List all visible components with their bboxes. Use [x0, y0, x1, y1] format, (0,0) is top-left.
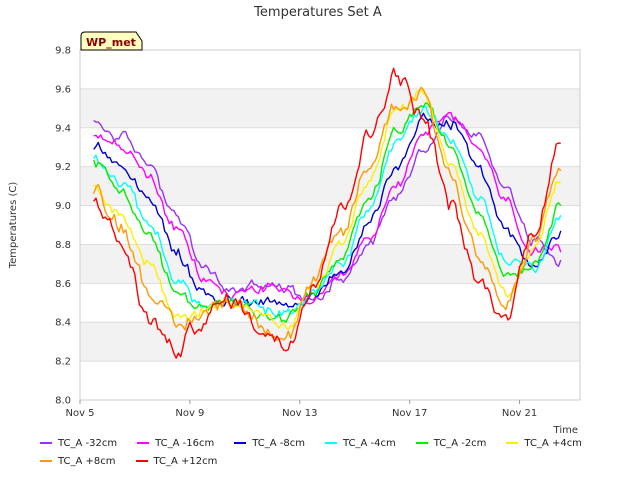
legend-label: TC_A -2cm: [433, 437, 487, 449]
x-tick-label: Nov 21: [502, 408, 537, 419]
legend-swatch: [324, 442, 337, 444]
x-tick-label: Nov 5: [65, 408, 94, 419]
legend-swatch: [506, 442, 519, 444]
y-tick-label: 8.8: [55, 240, 71, 251]
plot-frame: [79, 49, 581, 401]
series-line: [93, 87, 561, 330]
series-line: [93, 115, 562, 302]
x-tick-label: Nov 9: [175, 408, 204, 419]
legend-item-tc-a-32[interactable]: TC_A -32cm: [40, 438, 117, 449]
series-line: [93, 67, 561, 359]
y-axis-label: Temperatures (C): [8, 182, 19, 270]
y-tick-label: 9.0: [55, 201, 71, 212]
y-tick-label: 8.0: [55, 396, 71, 407]
legend-label: TC_A -32cm: [58, 437, 118, 449]
y-tick-label: 8.6: [55, 279, 71, 290]
x-axis-ticks: Nov 5 Nov 9 Nov 13 Nov 17 Nov 21: [65, 400, 537, 419]
legend-item-tc-a-plus8[interactable]: TC_A +8cm: [40, 456, 116, 467]
y-tick-label: 9.6: [55, 84, 71, 95]
y-tick-label: 9.4: [55, 123, 71, 134]
legend-swatch: [137, 442, 150, 444]
site-badge: WP_met: [80, 31, 143, 51]
site-badge-label: WP_met: [86, 36, 136, 49]
legend-label: TC_A +4cm: [524, 437, 582, 449]
legend-row-2: TC_A +8cm TC_A +12cm: [40, 452, 630, 470]
series-line: [93, 105, 562, 318]
series-layer: [93, 67, 562, 359]
legend-swatch: [135, 460, 148, 462]
legend-swatch: [40, 442, 52, 444]
legend-item-tc-a-4[interactable]: TC_A -4cm: [324, 437, 396, 449]
chart-title: Temperatures Set A: [253, 5, 382, 20]
background-band: [80, 88, 580, 128]
legend-label: TC_A -16cm: [155, 437, 215, 449]
background-band: [80, 322, 580, 362]
y-axis-ticks: 8.0 8.2 8.4 8.6 8.8 9.0 9.2 9.4 9.6 9.8: [55, 46, 71, 407]
legend-row-1: TC_A -32cm TC_A -16cm TC_A -8cm TC_A -4c…: [40, 434, 630, 452]
series-line: [93, 112, 562, 308]
legend-label: TC_A +12cm: [153, 455, 218, 467]
y-tick-label: 8.4: [55, 318, 71, 329]
legend-item-tc-a-plus12[interactable]: TC_A +12cm: [135, 455, 218, 467]
x-tick-label: Nov 17: [392, 408, 427, 419]
legend-label: TC_A -4cm: [342, 437, 396, 449]
x-tick-label: Nov 13: [282, 408, 317, 419]
legend-swatch: [415, 442, 428, 444]
y-tick-label: 8.2: [55, 357, 71, 368]
legend-item-tc-a-2[interactable]: TC_A -2cm: [415, 437, 487, 449]
legend-item-tc-a-16[interactable]: TC_A -16cm: [137, 438, 214, 449]
y-tick-label: 9.8: [55, 46, 71, 57]
legend-label: TC_A +8cm: [58, 455, 116, 467]
legend-item-tc-a-plus4[interactable]: TC_A +4cm: [506, 438, 582, 449]
legend-swatch: [234, 442, 247, 444]
x-axis-label: Time: [553, 425, 578, 436]
legend-item-tc-a-8[interactable]: TC_A -8cm: [234, 438, 305, 449]
y-tick-label: 9.2: [55, 162, 71, 173]
legend-label: TC_A -8cm: [252, 437, 305, 449]
legend: TC_A -32cm TC_A -16cm TC_A -8cm TC_A -4c…: [40, 434, 630, 470]
legend-swatch: [40, 460, 52, 462]
